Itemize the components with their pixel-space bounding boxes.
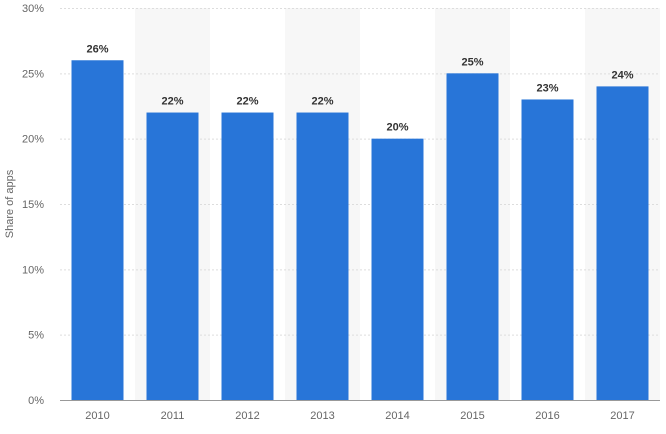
data-labels: 26% 22% 22% 22% 20% 25% 23% 24% [86, 43, 633, 133]
x-tick-labels: 2010 2011 2012 2013 2014 2015 2016 2017 [85, 410, 634, 422]
y-tick-labels: 0% 5% 10% 15% 20% 25% 30% [22, 3, 44, 407]
y-tick-label: 0% [28, 395, 44, 407]
bar[interactable] [446, 73, 499, 400]
y-tick-label: 20% [22, 134, 44, 146]
x-tick-label: 2012 [235, 410, 259, 422]
y-tick-label: 25% [22, 68, 44, 80]
x-tick-label: 2017 [610, 410, 634, 422]
bar[interactable] [371, 138, 424, 400]
x-tick-label: 2015 [460, 410, 484, 422]
y-tick-label: 30% [22, 3, 44, 15]
data-label: 20% [386, 122, 408, 134]
y-tick-label: 10% [22, 264, 44, 276]
bar[interactable] [521, 99, 574, 400]
x-tick-label: 2013 [310, 410, 334, 422]
bar[interactable] [596, 86, 649, 401]
bar[interactable] [146, 112, 199, 401]
y-axis-title: Share of apps [4, 169, 16, 238]
data-label: 22% [236, 96, 258, 108]
data-label: 26% [86, 43, 108, 55]
y-tick-label: 15% [22, 199, 44, 211]
x-tick-label: 2014 [385, 410, 409, 422]
bar[interactable] [71, 60, 124, 401]
data-label: 24% [611, 69, 633, 81]
x-tick-label: 2011 [161, 410, 185, 422]
data-label: 22% [161, 96, 183, 108]
x-tick-label: 2016 [535, 410, 559, 422]
data-label: 22% [311, 96, 333, 108]
data-label: 23% [536, 82, 558, 94]
bar[interactable] [221, 112, 274, 401]
data-label: 25% [461, 56, 483, 68]
y-tick-label: 5% [28, 330, 44, 342]
bar[interactable] [296, 112, 349, 401]
bars [71, 60, 649, 401]
x-tick-label: 2010 [85, 410, 109, 422]
